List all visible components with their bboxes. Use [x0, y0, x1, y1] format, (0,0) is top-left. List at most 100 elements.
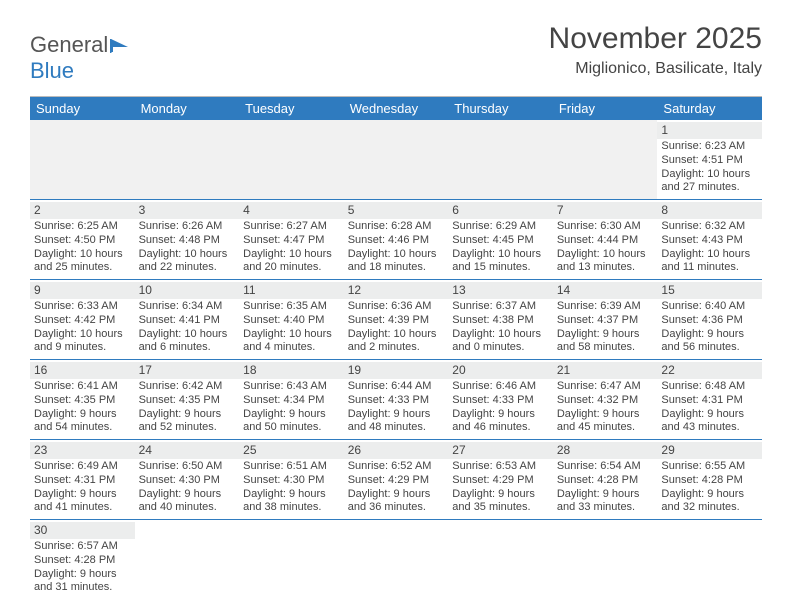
daylight1-text: Daylight: 9 hours — [243, 408, 340, 422]
page-header: General November 2025 Miglionico, Basili… — [0, 0, 792, 86]
daylight1-text: Daylight: 9 hours — [34, 408, 131, 422]
calendar-cell: 14Sunrise: 6:39 AMSunset: 4:37 PMDayligh… — [553, 280, 658, 360]
sunrise-text: Sunrise: 6:51 AM — [243, 460, 340, 474]
calendar-cell: 5Sunrise: 6:28 AMSunset: 4:46 PMDaylight… — [344, 200, 449, 280]
daylight2-text: and 31 minutes. — [34, 581, 131, 595]
calendar-cell-blank — [657, 520, 762, 599]
calendar-cell: 6Sunrise: 6:29 AMSunset: 4:45 PMDaylight… — [448, 200, 553, 280]
sunset-text: Sunset: 4:50 PM — [34, 234, 131, 248]
day-number: 6 — [448, 202, 553, 219]
sunrise-text: Sunrise: 6:26 AM — [139, 220, 236, 234]
sunrise-text: Sunrise: 6:41 AM — [34, 380, 131, 394]
calendar-cell: 18Sunrise: 6:43 AMSunset: 4:34 PMDayligh… — [239, 360, 344, 440]
sunrise-text: Sunrise: 6:57 AM — [34, 540, 131, 554]
sunset-text: Sunset: 4:33 PM — [348, 394, 445, 408]
daylight2-text: and 38 minutes. — [243, 501, 340, 515]
daylight1-text: Daylight: 10 hours — [348, 248, 445, 262]
month-title: November 2025 — [549, 22, 762, 56]
logo-text-general: General — [30, 32, 108, 58]
sunset-text: Sunset: 4:30 PM — [243, 474, 340, 488]
sunrise-text: Sunrise: 6:53 AM — [452, 460, 549, 474]
sunrise-text: Sunrise: 6:25 AM — [34, 220, 131, 234]
day-number: 27 — [448, 442, 553, 459]
day-number: 18 — [239, 362, 344, 379]
calendar-cell-blank — [553, 520, 658, 599]
calendar-cell-blank: . — [344, 120, 449, 200]
daylight1-text: Daylight: 9 hours — [557, 328, 654, 342]
daylight2-text: and 56 minutes. — [661, 341, 758, 355]
daylight2-text: and 46 minutes. — [452, 421, 549, 435]
sunset-text: Sunset: 4:45 PM — [452, 234, 549, 248]
day-number: 29 — [657, 442, 762, 459]
calendar-cell: 16Sunrise: 6:41 AMSunset: 4:35 PMDayligh… — [30, 360, 135, 440]
daylight1-text: Daylight: 10 hours — [139, 328, 236, 342]
sunrise-text: Sunrise: 6:46 AM — [452, 380, 549, 394]
day-number: 17 — [135, 362, 240, 379]
sunrise-text: Sunrise: 6:43 AM — [243, 380, 340, 394]
daylight1-text: Daylight: 10 hours — [34, 248, 131, 262]
calendar-cell: 12Sunrise: 6:36 AMSunset: 4:39 PMDayligh… — [344, 280, 449, 360]
sunrise-text: Sunrise: 6:48 AM — [661, 380, 758, 394]
daylight2-text: and 35 minutes. — [452, 501, 549, 515]
day-number: 1 — [657, 122, 762, 139]
daylight2-text: and 11 minutes. — [661, 261, 758, 275]
sunset-text: Sunset: 4:35 PM — [139, 394, 236, 408]
calendar-cell: 20Sunrise: 6:46 AMSunset: 4:33 PMDayligh… — [448, 360, 553, 440]
sunset-text: Sunset: 4:42 PM — [34, 314, 131, 328]
calendar-cell: 28Sunrise: 6:54 AMSunset: 4:28 PMDayligh… — [553, 440, 658, 520]
sunrise-text: Sunrise: 6:32 AM — [661, 220, 758, 234]
sunset-text: Sunset: 4:29 PM — [452, 474, 549, 488]
day-number: 16 — [30, 362, 135, 379]
sunset-text: Sunset: 4:29 PM — [348, 474, 445, 488]
daylight2-text: and 0 minutes. — [452, 341, 549, 355]
daylight1-text: Daylight: 9 hours — [661, 488, 758, 502]
calendar-cell: 30Sunrise: 6:57 AMSunset: 4:28 PMDayligh… — [30, 520, 135, 599]
calendar-cell-blank — [448, 520, 553, 599]
sunset-text: Sunset: 4:48 PM — [139, 234, 236, 248]
daylight2-text: and 54 minutes. — [34, 421, 131, 435]
calendar-cell: 15Sunrise: 6:40 AMSunset: 4:36 PMDayligh… — [657, 280, 762, 360]
sunrise-text: Sunrise: 6:49 AM — [34, 460, 131, 474]
calendar-cell: 10Sunrise: 6:34 AMSunset: 4:41 PMDayligh… — [135, 280, 240, 360]
day-header: Saturday — [657, 97, 762, 120]
daylight1-text: Daylight: 10 hours — [661, 168, 758, 182]
daylight1-text: Daylight: 10 hours — [348, 328, 445, 342]
daylight2-text: and 18 minutes. — [348, 261, 445, 275]
sunset-text: Sunset: 4:39 PM — [348, 314, 445, 328]
daylight2-text: and 2 minutes. — [348, 341, 445, 355]
day-number: 5 — [344, 202, 449, 219]
calendar-cell-blank — [239, 520, 344, 599]
calendar-cell-blank: . — [239, 120, 344, 200]
daylight1-text: Daylight: 10 hours — [557, 248, 654, 262]
daylight1-text: Daylight: 10 hours — [243, 328, 340, 342]
daylight2-text: and 4 minutes. — [243, 341, 340, 355]
calendar-grid: SundayMondayTuesdayWednesdayThursdayFrid… — [30, 96, 762, 599]
daylight2-text: and 41 minutes. — [34, 501, 131, 515]
title-block: November 2025 Miglionico, Basilicate, It… — [549, 22, 762, 78]
daylight2-text: and 6 minutes. — [139, 341, 236, 355]
daylight1-text: Daylight: 9 hours — [243, 488, 340, 502]
logo-text-blue: Blue — [30, 58, 74, 84]
sunrise-text: Sunrise: 6:23 AM — [661, 140, 758, 154]
sunset-text: Sunset: 4:32 PM — [557, 394, 654, 408]
calendar-cell: 3Sunrise: 6:26 AMSunset: 4:48 PMDaylight… — [135, 200, 240, 280]
daylight1-text: Daylight: 9 hours — [348, 408, 445, 422]
daylight2-text: and 25 minutes. — [34, 261, 131, 275]
sunrise-text: Sunrise: 6:39 AM — [557, 300, 654, 314]
sunset-text: Sunset: 4:47 PM — [243, 234, 340, 248]
daylight1-text: Daylight: 10 hours — [34, 328, 131, 342]
daylight1-text: Daylight: 10 hours — [139, 248, 236, 262]
sunset-text: Sunset: 4:34 PM — [243, 394, 340, 408]
day-number: 9 — [30, 282, 135, 299]
daylight1-text: Daylight: 9 hours — [452, 488, 549, 502]
day-header: Sunday — [30, 97, 135, 120]
daylight2-text: and 58 minutes. — [557, 341, 654, 355]
day-header: Tuesday — [239, 97, 344, 120]
sunrise-text: Sunrise: 6:28 AM — [348, 220, 445, 234]
day-number: 14 — [553, 282, 658, 299]
calendar-cell-blank: . — [448, 120, 553, 200]
calendar-cell-blank: . — [30, 120, 135, 200]
daylight1-text: Daylight: 9 hours — [557, 488, 654, 502]
day-number: 24 — [135, 442, 240, 459]
daylight1-text: Daylight: 10 hours — [452, 328, 549, 342]
